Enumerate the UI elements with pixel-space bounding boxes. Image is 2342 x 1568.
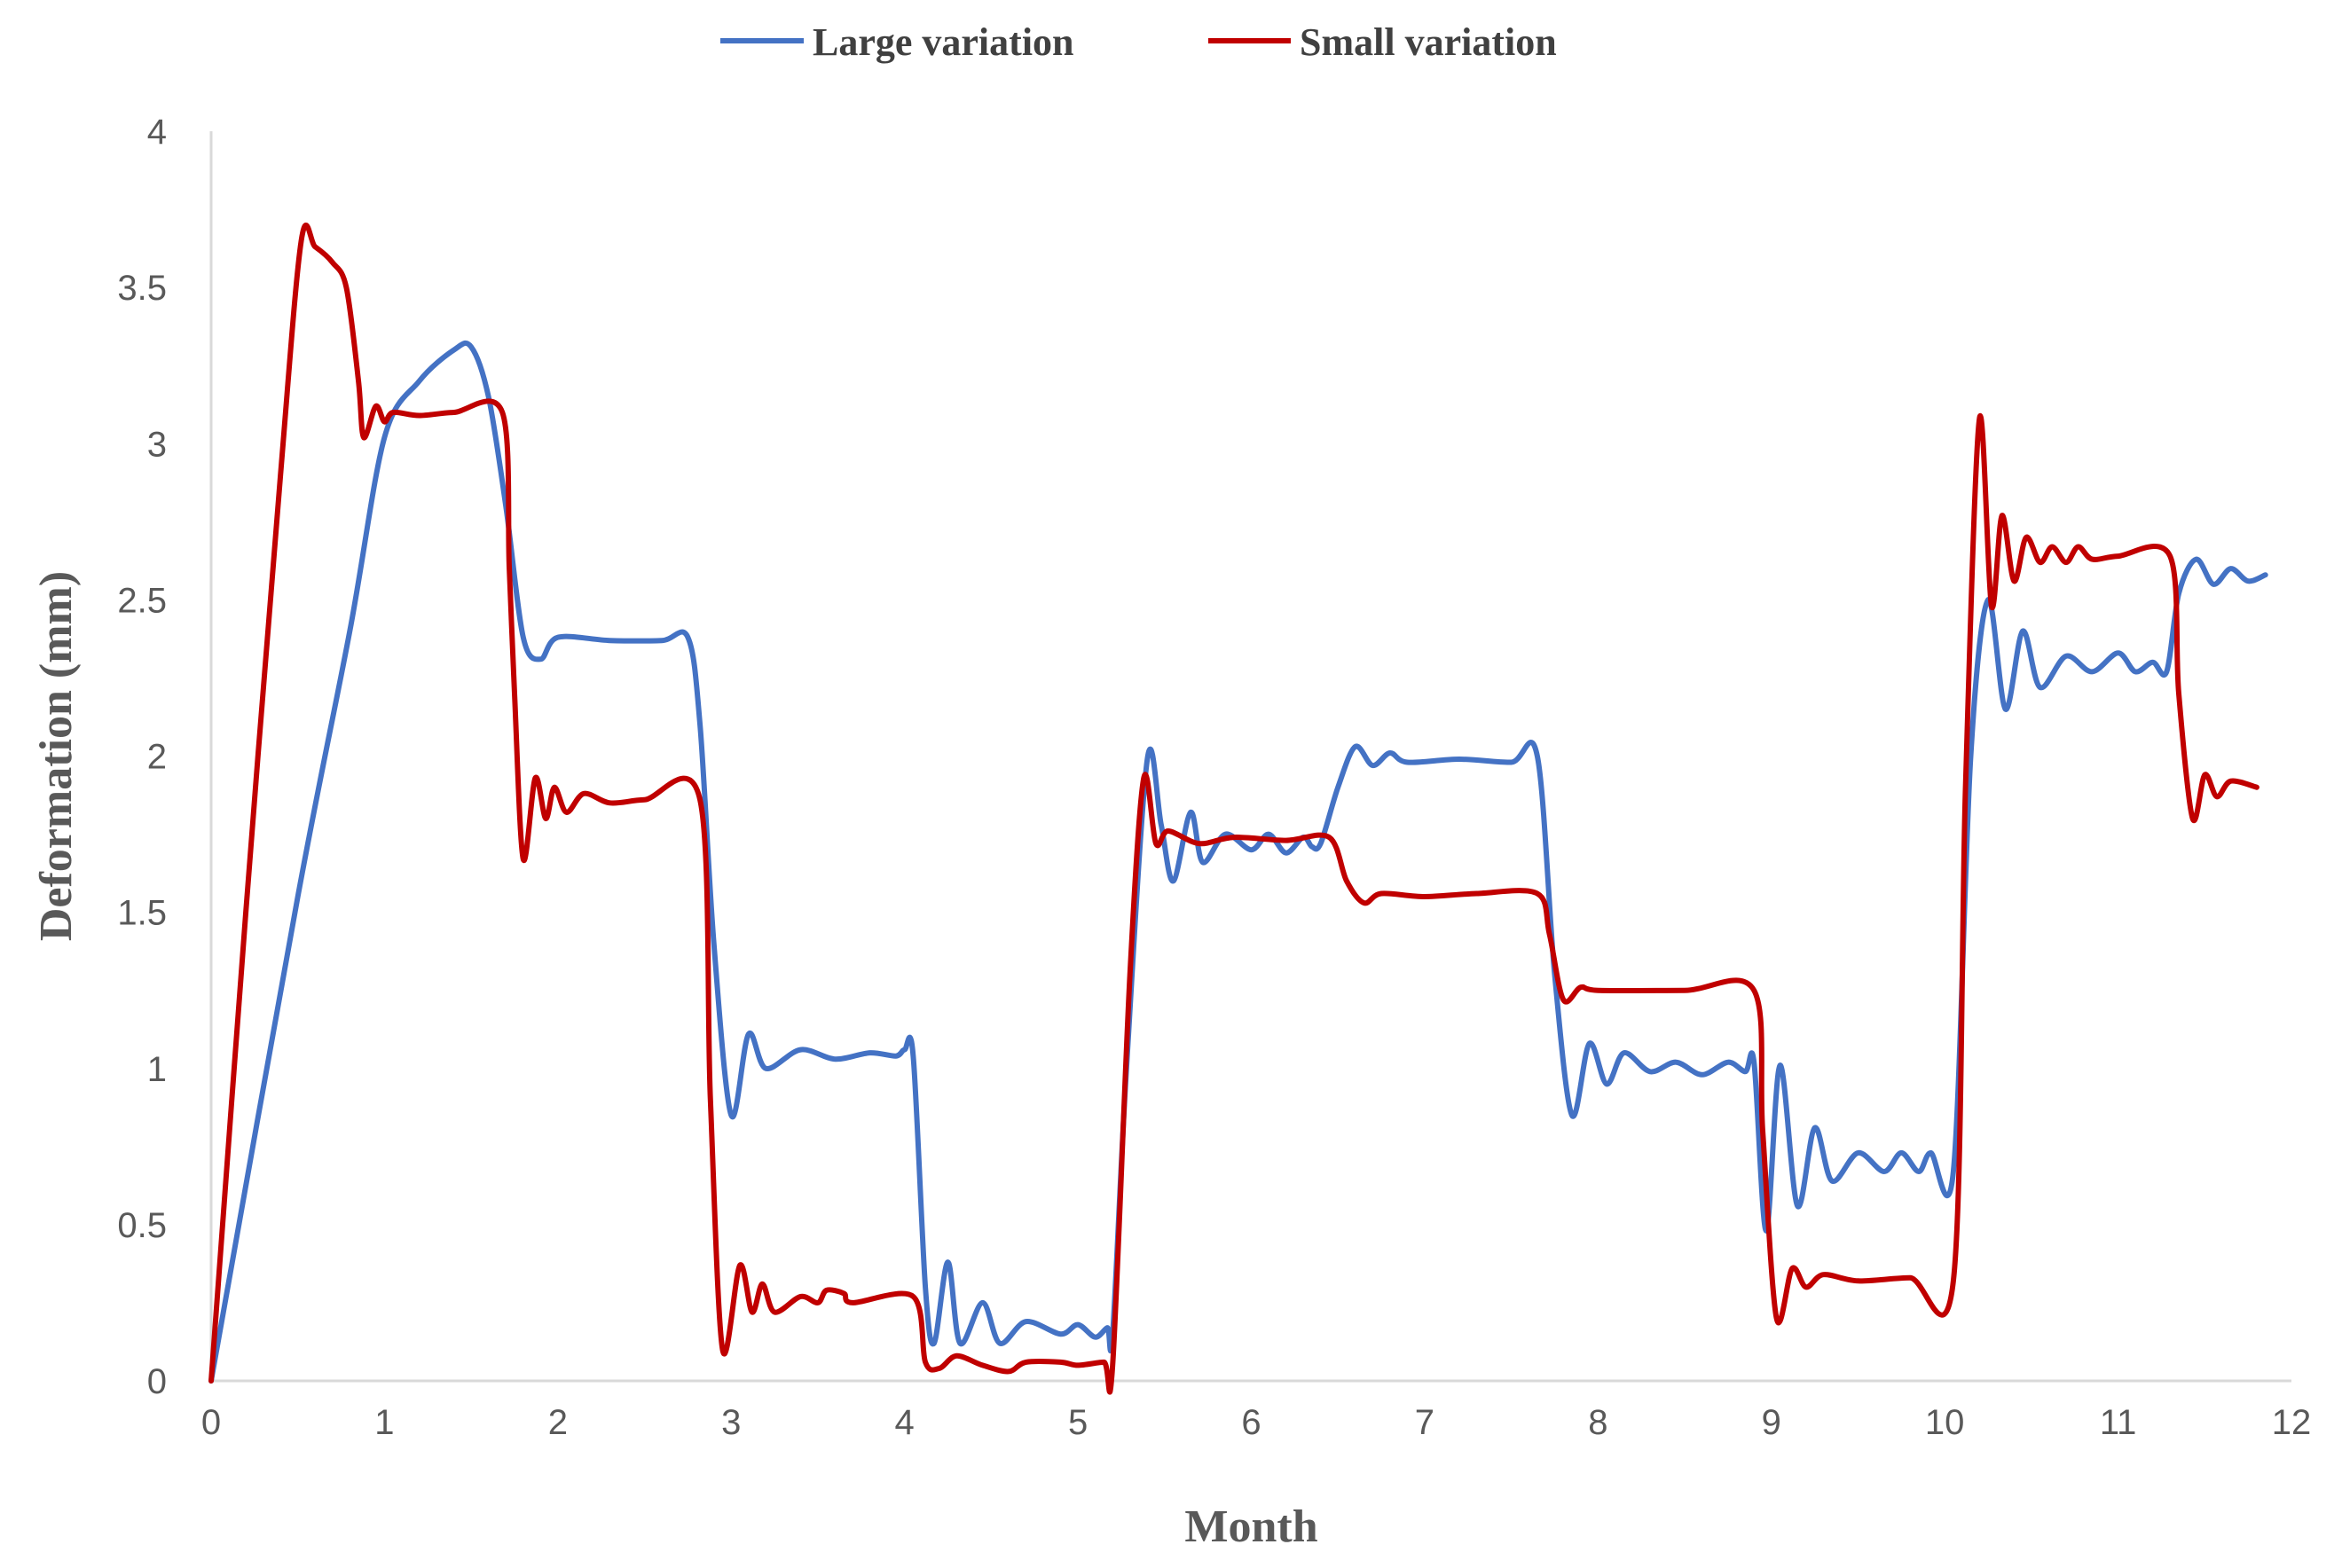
legend-label: Large variation [813,20,1074,64]
x-tick-label: 5 [1068,1403,1088,1442]
y-tick-label: 1 [147,1050,167,1089]
x-tick-label: 11 [2100,1403,2137,1442]
x-tick-label: 1 [374,1403,394,1442]
y-tick-label: 0 [147,1362,167,1401]
axes [209,131,2291,1383]
y-tick-labels: 0 0.5 1 1.5 2 2.5 3 3.5 4 [117,113,167,1401]
x-tick-label: 12 [2272,1403,2312,1442]
series-layer [208,222,2268,1395]
x-tick-label: 6 [1241,1403,1261,1442]
legend: Large variation Small variation [720,20,1557,64]
y-tick-label: 2.5 [117,581,167,620]
x-tick-label: 2 [548,1403,568,1442]
y-tick-label: 1.5 [117,894,167,933]
legend-label: Small variation [1300,20,1557,64]
y-axis-title: Deformation (mm) [31,571,82,941]
x-tick-label: 7 [1415,1403,1434,1442]
y-tick-label: 0.5 [117,1206,167,1245]
x-tick-labels: 0 1 2 3 4 5 6 7 8 9 10 11 12 [201,1403,2311,1442]
y-tick-label: 4 [147,113,167,152]
x-tick-label: 9 [1762,1403,1781,1442]
x-tick-label: 4 [895,1403,915,1442]
y-tick-label: 2 [147,738,167,777]
x-axis-title: Month [1184,1501,1317,1552]
x-tick-label: 8 [1588,1403,1607,1442]
x-tick-label: 0 [201,1403,221,1442]
x-tick-label: 3 [721,1403,741,1442]
x-tick-label: 10 [1925,1403,1965,1442]
y-tick-label: 3 [147,425,167,464]
series-line-small-variation [208,222,2259,1395]
y-tick-label: 3.5 [117,269,167,308]
